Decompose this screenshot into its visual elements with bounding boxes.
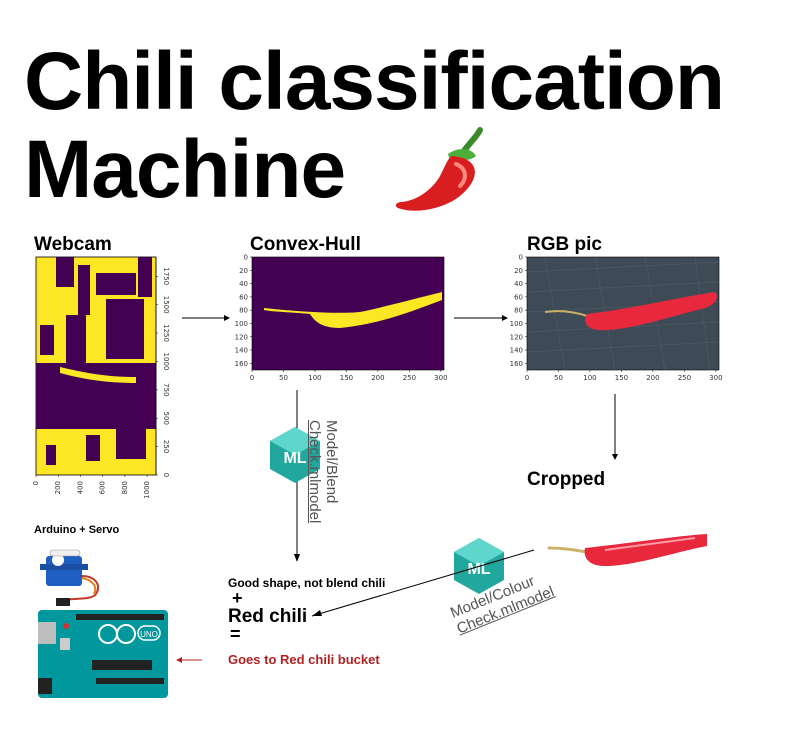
y-tick-label: 80 [239,307,248,315]
y-tick-label: 100 [235,320,248,328]
webcam-y-tick-label: 1750 [162,267,170,285]
page-title: Chili classification [24,36,725,127]
y-tick-label: 60 [514,293,523,301]
webcam-y-tick-label: 500 [162,412,170,425]
y-tick-label: 160 [510,360,523,368]
cropped-chili-image [547,534,707,566]
webcam-x-tick-label: 400 [76,481,84,494]
x-tick-label: 200 [371,374,384,382]
webcam-x-tick-label: 600 [99,481,107,494]
x-tick-label: 100 [308,374,321,382]
arduino-servo-label: Arduino + Servo [34,524,120,536]
x-tick-label: 50 [279,374,288,382]
webcam-y-tick-label: 1000 [162,353,170,371]
blend-model-label: Model/Blend Check.mlmodel [306,420,340,540]
rgb-plot: 0 20 40 60 80 100 120 140 160 0 50 100 150 200 250 300 [510,254,723,383]
good-shape-text: Good shape, not blend chili [228,576,386,590]
webcam-x-tick-label: 200 [54,481,62,494]
y-tick-label: 100 [510,320,523,328]
blend-model-name: Model/Blend [323,420,340,504]
x-tick-label: 0 [525,374,529,382]
y-tick-label: 80 [514,307,523,315]
x-tick-label: 50 [554,374,563,382]
x-tick-label: 300 [434,374,447,382]
webcam-label: Webcam [34,234,112,255]
arduino-board-icon: UNO [38,610,168,698]
x-tick-label: 250 [403,374,416,382]
arrow-cropped-to-result [311,549,535,617]
x-tick-label: 200 [646,374,659,382]
plus-sign: + [232,588,243,608]
webcam-x-tick-label: 800 [121,481,129,494]
y-tick-label: 120 [235,333,248,341]
x-tick-label: 300 [709,374,722,382]
arrow-webcam-to-hull [182,315,230,321]
x-tick-label: 100 [583,374,596,382]
webcam-y-tick-label: 0 [162,473,170,477]
y-tick-label: 20 [514,267,523,275]
webcam-plot: 0 250 500 750 1000 1250 1500 1750 0 200 400 600 800… [32,256,170,499]
cropped-label: Cropped [527,469,606,490]
y-tick-label: 40 [514,280,523,288]
goes-to-bucket-text: Goes to Red chili bucket [228,652,380,667]
webcam-y-tick-label: 250 [162,440,170,453]
y-tick-label: 0 [519,254,523,262]
rgb-pic-label: RGB pic [527,234,602,255]
ml-model-icon: ML [270,427,320,483]
equals-sign: = [230,624,241,644]
y-tick-label: 140 [510,347,523,355]
y-tick-label: 40 [239,280,248,288]
x-tick-label: 150 [340,374,353,382]
webcam-y-tick-label: 750 [162,383,170,396]
red-chili-text: Red chili [228,606,308,627]
x-tick-label: 250 [678,374,691,382]
y-tick-label: 20 [239,267,248,275]
x-tick-label: 150 [615,374,628,382]
y-tick-label: 0 [244,254,248,262]
convex-hull-label: Convex-Hull [250,234,361,255]
arrow-hull-to-rgb [454,315,508,321]
servo-motor-icon [40,549,100,606]
webcam-x-tick-label: 1000 [143,481,151,499]
chili-pepper-icon [395,127,483,211]
arrow-to-arduino [176,657,202,663]
webcam-y-tick-label: 1250 [162,324,170,342]
y-tick-label: 120 [510,333,523,341]
svg-text:UNO: UNO [140,630,158,639]
svg-text:ML: ML [283,450,306,467]
page-subtitle: Machine [24,124,346,215]
convex-hull-plot: 0 20 40 60 80 100 120 140 160 0 50 100 150 200 250 300 [235,254,448,383]
webcam-x-tick-label: 0 [32,481,40,485]
y-tick-label: 60 [239,293,248,301]
y-tick-label: 140 [235,347,248,355]
y-tick-label: 160 [235,360,248,368]
webcam-y-tick-label: 1500 [162,296,170,314]
x-tick-label: 0 [250,374,254,382]
blend-model-file: Check.mlmodel [306,420,323,524]
svg-text:ML: ML [467,561,490,578]
arrow-rgb-to-cropped [612,394,618,460]
